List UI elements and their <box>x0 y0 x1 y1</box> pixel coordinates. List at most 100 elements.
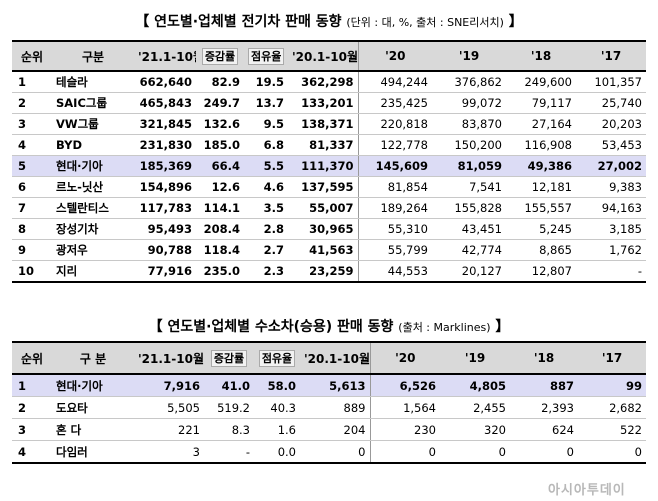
cell-company: 현대·기아 <box>52 374 134 397</box>
cell-year-2018: 0 <box>510 440 578 464</box>
title-bracket-close: 】 <box>495 319 510 335</box>
cell-change-rate: - <box>204 440 254 464</box>
header-year-2017: '17 <box>578 341 646 375</box>
header-year-2020: '20 <box>357 40 432 72</box>
fc-table-title: 【 연도별·업체별 수소차(승용) 판매 동향 (출처 : Marklines)… <box>0 316 658 336</box>
header-year-2018: '18 <box>510 341 578 375</box>
cell-rank: 5 <box>12 155 52 177</box>
cell-year-2019: 20,127 <box>432 260 506 283</box>
ev-table-title: 【 연도별·업체별 전기차 판매 동향 (단위 : 대, %, 출처 : SNE… <box>0 11 658 31</box>
cell-year-2020: 0 <box>369 440 440 464</box>
cell-share: 6.8 <box>244 134 288 156</box>
cell-year-2019: 43,451 <box>432 218 506 240</box>
watermark-logo: 아시아투데이 <box>548 483 626 498</box>
cell-year-2020: 230 <box>369 418 440 441</box>
cell-ytd-2020: 111,370 <box>288 155 358 177</box>
cell-year-2018: 79,117 <box>506 92 576 114</box>
cell-year-2017: 99 <box>578 374 646 397</box>
cell-rank: 2 <box>12 396 52 419</box>
table-row: 4 다임러 3-0.0 0 0 0 0 0 <box>12 440 646 464</box>
header-ytd-2020: '20.1-10월 <box>288 40 358 72</box>
title-bracket-close: 】 <box>508 14 523 30</box>
cell-year-2019: 4,805 <box>440 374 510 397</box>
cell-year-2018: 624 <box>510 418 578 441</box>
cell-share: 9.5 <box>244 113 288 135</box>
cell-year-2017: 101,357 <box>576 71 646 93</box>
cell-share: 40.3 <box>254 396 300 419</box>
cell-company: 도요타 <box>52 396 134 419</box>
cell-year-2020: 81,854 <box>357 176 432 198</box>
table-row: 2 도요타 5,505 519.2 40.3 889 1,564 2,455 2,393 2,68… <box>12 396 646 419</box>
cell-year-2018: 8,865 <box>506 239 576 261</box>
cell-change-rate: 114.1 <box>196 197 244 219</box>
cell-ytd-2020: 889 <box>300 396 370 419</box>
cell-rank: 1 <box>12 71 52 93</box>
cell-ytd-2020: 81,337 <box>288 134 358 156</box>
ev-sales-table: 순위구분'21.1-10월증감률점유율'20.1-10월'20'19'18'17… <box>12 40 646 283</box>
cell-year-2020: 55,310 <box>357 218 432 240</box>
cell-share: 3.5 <box>244 197 288 219</box>
cell-share: 13.7 <box>244 92 288 114</box>
header-share: 점유율 <box>254 341 300 375</box>
cell-year-2018: 2,393 <box>510 396 578 419</box>
header-rank: 순위 <box>12 40 52 72</box>
cell-change-rate: 41.0 <box>204 374 254 397</box>
cell-year-2019: 320 <box>440 418 510 441</box>
header-company: 구 분 <box>52 341 134 375</box>
cell-year-2020: 494,244 <box>357 71 432 93</box>
table-row: 2 SAIC그룹 465,843 249.7 13.7 133,201 235,425 99,… <box>12 92 646 114</box>
cell-year-2019: 42,774 <box>432 239 506 261</box>
cell-year-2017: 2,682 <box>578 396 646 419</box>
cell-company: 지리 <box>52 260 134 283</box>
cell-year-2018: 249,600 <box>506 71 576 93</box>
cell-year-2017: - <box>576 260 646 283</box>
ev-title-note: (단위 : 대, %, 출처 : SNE리서치) <box>346 16 504 29</box>
cell-ytd-2021: 7,916 <box>134 374 204 397</box>
cell-change-rate: 249.7 <box>196 92 244 114</box>
header-year-2018: '18 <box>506 40 576 72</box>
ev-title-main: 연도별·업체별 전기차 판매 동향 <box>154 14 342 30</box>
cell-change-rate: 208.4 <box>196 218 244 240</box>
cell-rank: 3 <box>12 418 52 441</box>
header-rank: 순위 <box>12 341 52 375</box>
cell-ytd-2020: 138,371 <box>288 113 358 135</box>
header-year-2019: '19 <box>440 341 510 375</box>
cell-ytd-2020: 0 <box>300 440 370 464</box>
cell-share: 2.8 <box>244 218 288 240</box>
cell-change-rate: 12.6 <box>196 176 244 198</box>
cell-year-2017: 9,383 <box>576 176 646 198</box>
header-change-rate: 증감률 <box>204 341 254 375</box>
cell-year-2019: 99,072 <box>432 92 506 114</box>
cell-ytd-2020: 137,595 <box>288 176 358 198</box>
cell-share: 4.6 <box>244 176 288 198</box>
cell-year-2018: 12,181 <box>506 176 576 198</box>
cell-year-2019: 2,455 <box>440 396 510 419</box>
table-row: 10 지리 77,916 235.0 2.3 23,259 44,553 20,127 12,8… <box>12 260 646 283</box>
cell-change-rate: 82.9 <box>196 71 244 93</box>
cell-share: 2.3 <box>244 260 288 283</box>
cell-year-2017: 0 <box>578 440 646 464</box>
cell-year-2019: 81,059 <box>432 155 506 177</box>
table-row: 6 르노-닛산 154,896 12.6 4.6 137,595 81,854 7,541 12… <box>12 176 646 198</box>
cell-ytd-2021: 321,845 <box>134 113 196 135</box>
cell-company: 장성기차 <box>52 218 134 240</box>
header-ytd-2021: '21.1-10월 <box>134 40 196 72</box>
cell-year-2020: 189,264 <box>357 197 432 219</box>
cell-year-2018: 116,908 <box>506 134 576 156</box>
cell-ytd-2021: 662,640 <box>134 71 196 93</box>
cell-ytd-2021: 95,493 <box>134 218 196 240</box>
header-share: 점유율 <box>244 40 288 72</box>
cell-rank: 1 <box>12 374 52 397</box>
cell-year-2020: 44,553 <box>357 260 432 283</box>
cell-year-2018: 5,245 <box>506 218 576 240</box>
cell-ytd-2020: 362,298 <box>288 71 358 93</box>
cell-company: 광저우 <box>52 239 134 261</box>
table-row: 1 현대·기아 7,916 41.0 58.0 5,613 6,526 4,805 887 99 <box>12 374 646 397</box>
cell-ytd-2021: 117,783 <box>134 197 196 219</box>
cell-year-2020: 145,609 <box>357 155 432 177</box>
cell-rank: 10 <box>12 260 52 283</box>
cell-year-2017: 94,163 <box>576 197 646 219</box>
cell-year-2017: 53,453 <box>576 134 646 156</box>
